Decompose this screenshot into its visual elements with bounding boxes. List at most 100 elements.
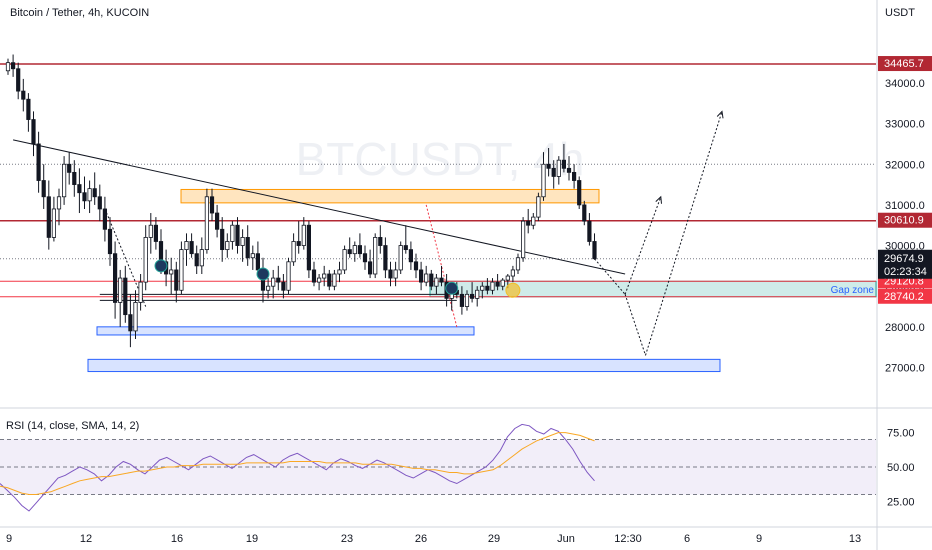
candle: [408, 241, 414, 270]
price-tick-label: 30000.0: [885, 241, 925, 253]
candle: [316, 274, 322, 291]
candle: [342, 245, 347, 274]
time-tick-label: 12:30: [614, 533, 642, 545]
rsi-title[interactable]: RSI (14, close, SMA, 14, 2): [6, 420, 139, 432]
candle-body: [174, 269, 179, 291]
candle: [271, 269, 276, 299]
candle-body: [148, 224, 153, 238]
candle-body: [373, 237, 378, 275]
candle-body: [424, 273, 429, 283]
candle-body: [490, 281, 495, 291]
price-axis: 27000.028000.029000.030000.031000.032000…: [878, 56, 932, 508]
last-price-tag: [878, 249, 932, 279]
candle-body: [72, 171, 77, 185]
price-tick-label: 34000.0: [885, 78, 925, 90]
candle: [510, 265, 516, 283]
candle: [225, 233, 230, 258]
candle: [388, 261, 393, 287]
candle-body: [388, 269, 393, 279]
candle-body: [362, 253, 368, 263]
candle-body: [153, 224, 158, 242]
candle-body: [342, 249, 347, 271]
candle: [138, 274, 143, 311]
gap-zone-label: Gap zone: [831, 285, 875, 296]
candle-body: [296, 241, 301, 246]
signal-marker: [445, 281, 459, 295]
candle: [123, 265, 128, 323]
candle-body: [566, 167, 572, 173]
candle-body: [235, 224, 240, 246]
price-tick-label: 32000.0: [885, 159, 925, 171]
candle: [322, 265, 327, 287]
candle-body: [255, 253, 261, 271]
candle: [36, 131, 41, 193]
candle: [230, 221, 235, 250]
zone-supply: [180, 188, 600, 204]
candle-body: [56, 196, 62, 210]
candle: [67, 152, 72, 185]
level-tag: [878, 56, 932, 72]
candle-body: [189, 241, 194, 255]
candle: [255, 241, 261, 274]
candle: [169, 257, 174, 295]
candle: [291, 233, 296, 266]
candle-body: [505, 275, 510, 281]
candle-body: [367, 261, 373, 275]
candle-body: [439, 277, 444, 283]
candle: [429, 269, 434, 291]
candle: [174, 261, 179, 303]
projection-segment: [624, 196, 662, 295]
candle: [521, 217, 526, 262]
candle-body: [21, 90, 26, 100]
candle: [245, 225, 250, 266]
candle-body: [92, 188, 97, 198]
candle-body: [291, 241, 296, 263]
candle-body: [393, 269, 398, 279]
candle-body: [133, 302, 138, 332]
candle: [393, 261, 398, 287]
candle: [118, 269, 123, 327]
candle-body: [556, 159, 561, 177]
candle: [357, 233, 363, 258]
candle: [204, 188, 209, 254]
candle: [515, 253, 521, 274]
candle: [281, 274, 286, 299]
level-tag-label: 30610.9: [884, 215, 924, 227]
symbol-title[interactable]: Bitcoin / Tether, 4h, KUCOIN: [10, 7, 149, 19]
candle-body: [403, 245, 408, 251]
candle: [337, 261, 342, 283]
candle-body: [306, 224, 312, 271]
candle-body: [510, 269, 516, 277]
candle-body: [102, 208, 107, 230]
candle: [551, 160, 556, 189]
candle: [347, 237, 352, 258]
candle: [72, 160, 77, 197]
candle: [301, 217, 306, 250]
candle-body: [475, 289, 480, 299]
candle: [398, 241, 403, 274]
candle: [46, 180, 51, 250]
rsi-series-rsi: [0, 423, 595, 512]
candle-body: [36, 143, 41, 181]
candle-body: [480, 285, 485, 291]
candle: [153, 217, 158, 250]
candle-body: [107, 228, 113, 255]
candle: [418, 261, 424, 291]
candle-body: [271, 277, 276, 287]
candle: [92, 172, 97, 205]
candle-body: [113, 253, 118, 303]
candle: [16, 62, 21, 100]
candle: [214, 204, 220, 238]
candle-body: [408, 249, 414, 263]
candle: [556, 156, 561, 185]
candle: [148, 213, 153, 254]
time-tick-label: 9: [756, 533, 762, 545]
candle: [62, 156, 67, 205]
candle-body: [62, 163, 67, 198]
candle-body: [352, 245, 357, 255]
price-tick-label: 28000.0: [885, 322, 925, 334]
time-tick-label: 29: [488, 533, 500, 545]
candle-body: [536, 196, 541, 218]
